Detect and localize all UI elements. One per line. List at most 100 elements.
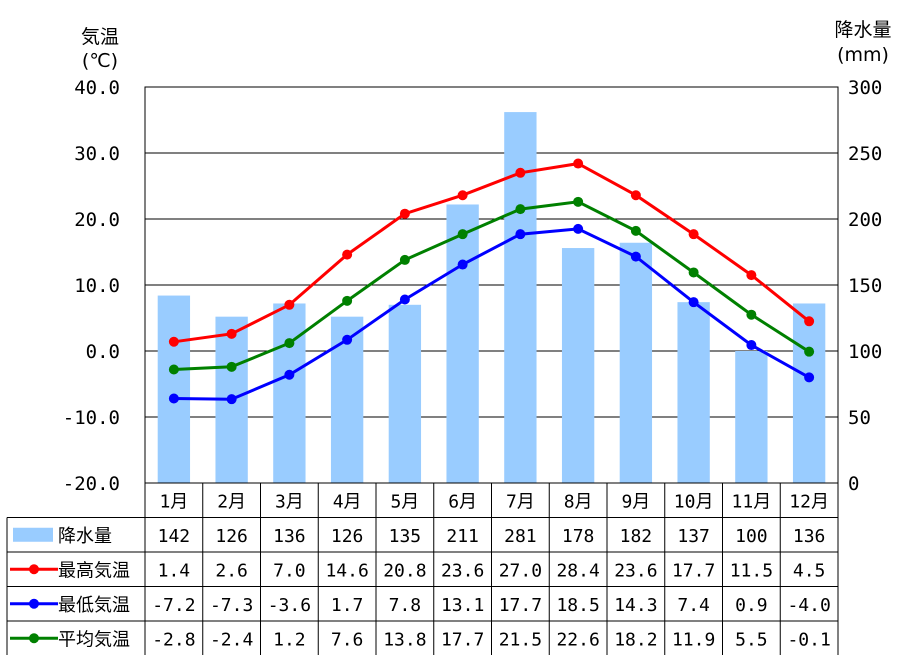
precipitation-bar (619, 242, 653, 483)
precipitation-bar (504, 112, 537, 483)
right-tick-label: 100 (848, 341, 882, 363)
temperature-point (399, 254, 410, 265)
temperature-point (457, 190, 468, 201)
left-tick-label: 0.0 (86, 341, 120, 363)
table-value-cell: 11.9 (672, 629, 715, 650)
table-value-cell: 136 (273, 526, 306, 547)
month-header-cell: 1月 (159, 491, 188, 512)
table-value-cell: 137 (677, 526, 710, 547)
table-value-cell: 211 (446, 526, 479, 547)
left-tick-label: 10.0 (74, 275, 120, 297)
table-value-cell: 14.3 (614, 595, 657, 616)
grid-lines (145, 152, 838, 418)
precipitation-bars (157, 112, 826, 484)
table-value-cell: 1.4 (158, 560, 191, 581)
table-value-cell: 136 (793, 526, 826, 547)
legend-label: 最低気温 (58, 595, 130, 616)
right-tick-label: 250 (848, 143, 882, 165)
precipitation-bar (735, 351, 768, 483)
temperature-line (173, 200, 810, 371)
table-value-cell: 142 (158, 526, 191, 547)
legend-bar-swatch (13, 527, 53, 542)
table-value-cell: 14.6 (325, 560, 368, 581)
table-value-cell: 20.8 (383, 560, 426, 581)
temperature-point (168, 393, 179, 404)
month-header-cell: 7月 (506, 491, 535, 512)
month-header-cell: 3月 (275, 491, 304, 512)
temperature-point (573, 196, 584, 207)
temperature-point (746, 309, 757, 320)
temperature-point (457, 259, 468, 270)
temperature-point (630, 190, 641, 201)
table-value-cell: -2.8 (152, 629, 195, 650)
left-axis-title: 気温 (81, 26, 119, 48)
temperature-point (284, 338, 295, 349)
table-value-cell: 7.4 (677, 595, 710, 616)
table-value-cell: 7.0 (273, 560, 306, 581)
temperature-point (284, 369, 295, 380)
temperature-line (173, 227, 810, 401)
left-axis-ticks: 40.0 30.0 20.0 10.0 0.0 -10.0 -20.0 (63, 77, 120, 495)
table-value-cell: 100 (735, 526, 768, 547)
month-header-cell: 2月 (217, 491, 246, 512)
temperature-point (688, 267, 699, 278)
month-header-cell: 4月 (333, 491, 362, 512)
left-tick-label: 30.0 (74, 143, 120, 165)
table-value-cell: 18.5 (556, 595, 599, 616)
temperature-point (342, 295, 353, 306)
temperature-point (804, 372, 815, 383)
table-value-cell: 18.2 (614, 629, 657, 650)
table-value-cell: 17.7 (441, 629, 484, 650)
temperature-point (515, 167, 526, 178)
right-axis-unit: (mm) (837, 44, 889, 66)
table-value-cell: 1.2 (273, 629, 306, 650)
temperature-point (342, 249, 353, 260)
table-value-cell: 27.0 (499, 560, 542, 581)
month-header-cell: 6月 (448, 491, 477, 512)
month-header-cell: 11月 (732, 491, 772, 512)
temperature-point (573, 223, 584, 234)
precipitation-bar (157, 295, 191, 483)
table-value-cell: 126 (215, 526, 248, 547)
temperature-point (688, 229, 699, 240)
table-value-cell: 2.6 (215, 560, 248, 581)
table-value-cell: 23.6 (441, 560, 484, 581)
table-value-cell: 23.6 (614, 560, 657, 581)
table-value-cell: -0.1 (787, 629, 830, 650)
temperature-point (226, 328, 237, 339)
table-value-cell: 126 (331, 526, 364, 547)
left-tick-label: -10.0 (63, 407, 120, 429)
table-value-cell: -2.4 (210, 629, 253, 650)
right-tick-label: 200 (848, 209, 882, 231)
precipitation-bar (388, 304, 422, 483)
temperature-point (804, 346, 815, 357)
table-value-cell: 178 (562, 526, 595, 547)
left-tick-label: -20.0 (63, 473, 120, 495)
temperature-point (226, 361, 237, 372)
precipitation-bar (792, 303, 826, 483)
table-value-cell: 17.7 (499, 595, 542, 616)
temperature-lines (168, 158, 815, 405)
right-tick-label: 300 (848, 77, 882, 99)
table-value-cell: 13.1 (441, 595, 484, 616)
legend-point-swatch (29, 598, 39, 609)
table-value-cell: 281 (504, 526, 537, 547)
table-value-cell: 5.5 (735, 629, 768, 650)
legend-point-swatch (29, 564, 39, 575)
table-value-cell: 17.7 (672, 560, 715, 581)
temperature-point (746, 340, 757, 351)
temperature-point (515, 204, 526, 215)
month-header-cell: 12月 (789, 491, 829, 512)
right-axis-title: 降水量 (834, 19, 891, 41)
precipitation-bar (677, 302, 710, 483)
legend-label: 平均気温 (58, 629, 130, 650)
table-value-cell: 0.9 (735, 595, 768, 616)
table-value-cell: 135 (389, 526, 422, 547)
precipitation-bar (273, 303, 306, 483)
legend-label: 降水量 (58, 526, 112, 547)
month-header-cell: 5月 (390, 491, 419, 512)
table-value-cell: 7.8 (389, 595, 422, 616)
left-axis-unit: (℃) (82, 50, 118, 72)
